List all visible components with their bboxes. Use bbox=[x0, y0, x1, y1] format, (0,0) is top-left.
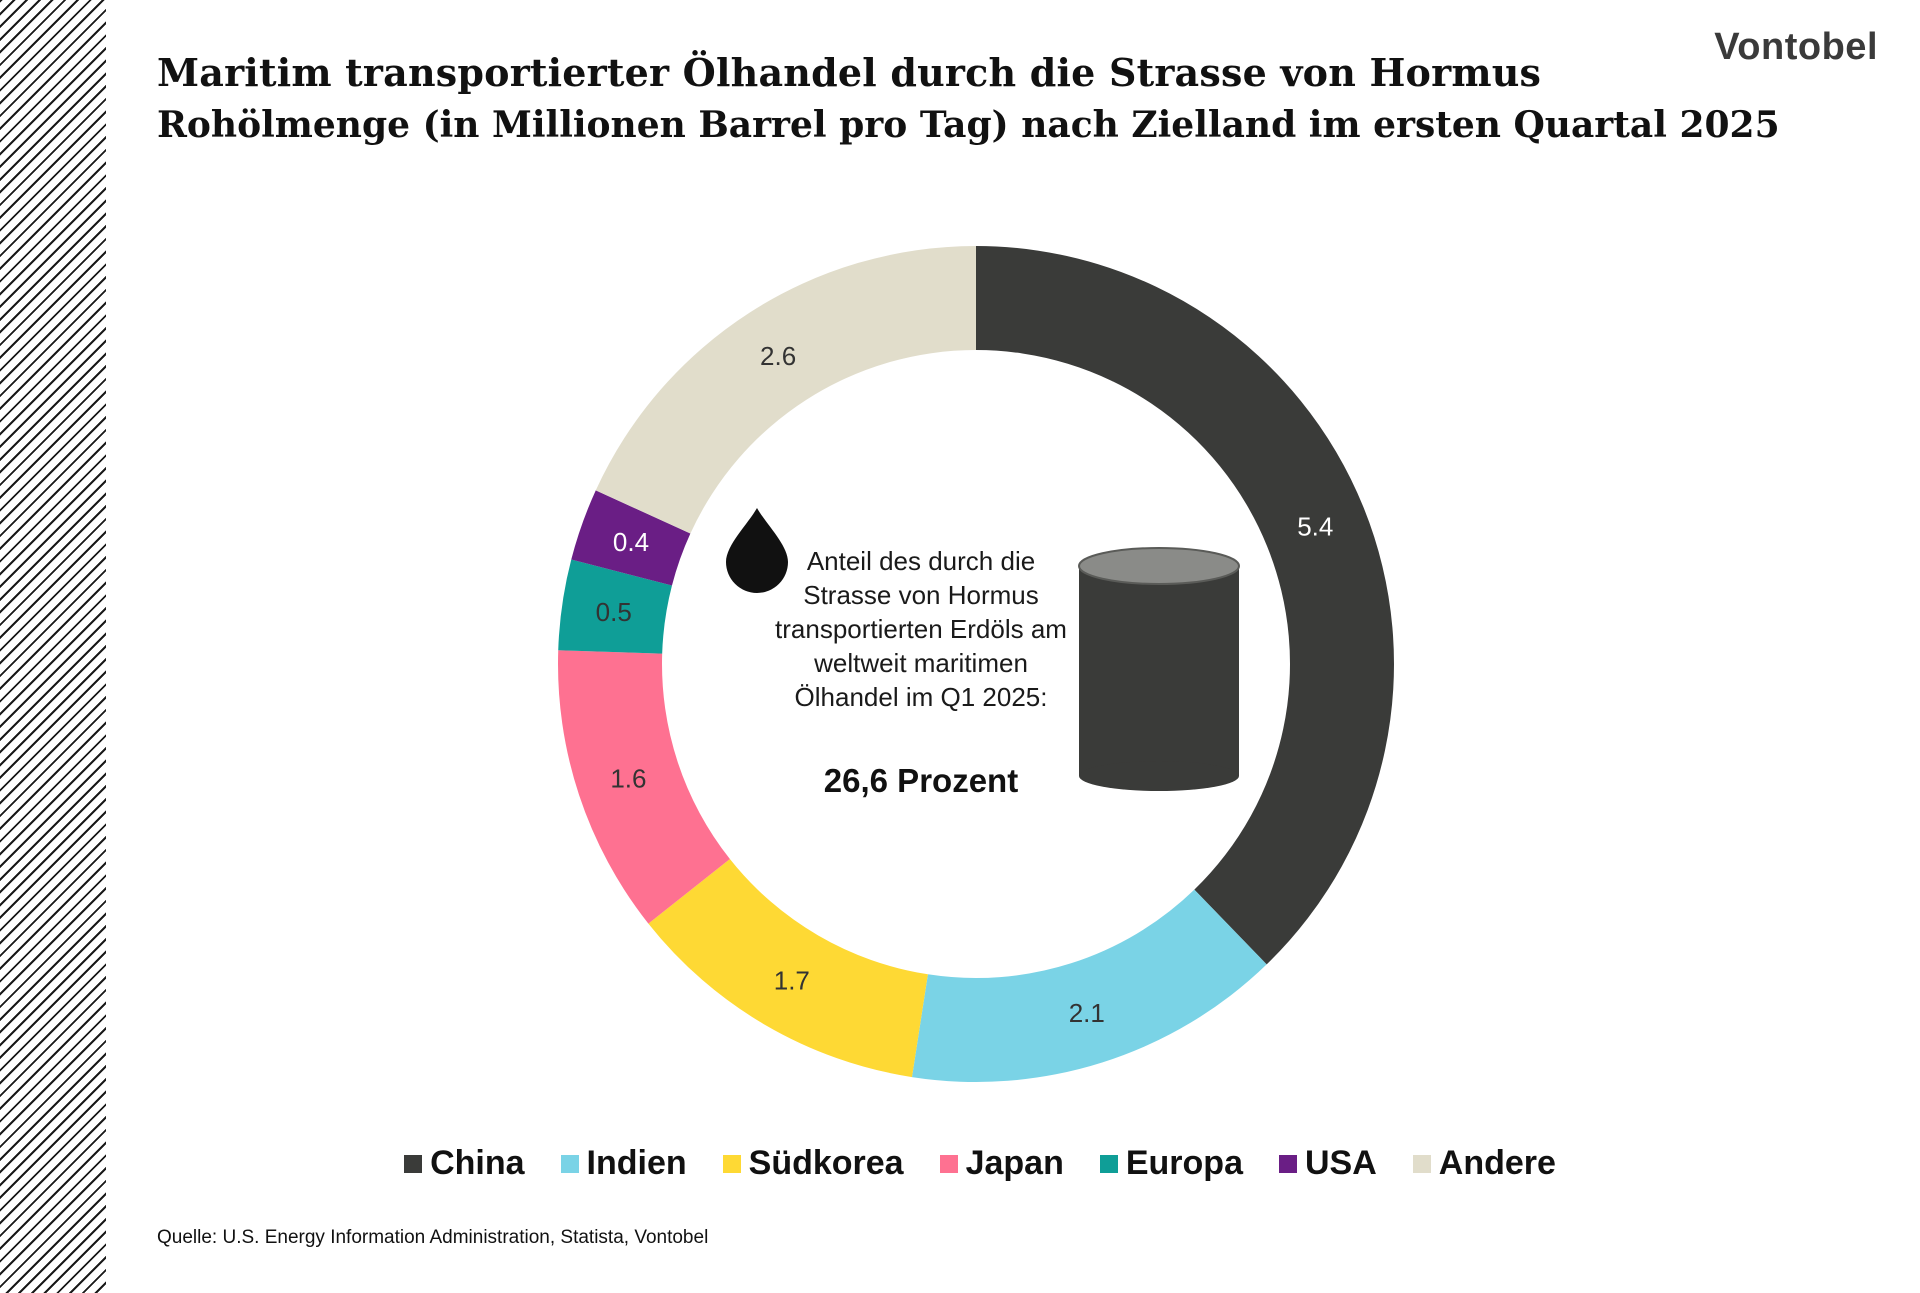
legend-swatch bbox=[722, 1154, 741, 1173]
slice-indien bbox=[911, 889, 1267, 1082]
legend-label: Europa bbox=[1125, 1144, 1243, 1182]
legend-label: Andere bbox=[1438, 1144, 1556, 1182]
legend-item-usa: USA bbox=[1278, 1144, 1377, 1183]
slice-europa bbox=[558, 559, 672, 654]
legend-label: Südkorea bbox=[748, 1144, 904, 1182]
legend-swatch bbox=[939, 1154, 958, 1173]
legend-label: Indien bbox=[586, 1144, 687, 1182]
legend-swatch bbox=[1099, 1154, 1118, 1173]
legend-swatch bbox=[1278, 1154, 1297, 1173]
legend-item-europa: Europa bbox=[1099, 1144, 1243, 1183]
legend-item-andere: Andere bbox=[1412, 1144, 1556, 1183]
donut-value-labels: 5.4 2.1 1.7 1.6 0.5 0.4 2.6 bbox=[596, 341, 1334, 1028]
hatched-side-bar bbox=[0, 0, 106, 1293]
value-label-südkorea: 1.7 bbox=[774, 965, 810, 995]
legend-swatch bbox=[1412, 1154, 1431, 1173]
legend-item-china: China bbox=[404, 1144, 525, 1183]
legend-label: China bbox=[430, 1144, 525, 1182]
value-label-usa: 0.4 bbox=[613, 527, 649, 557]
oil-drop-icon bbox=[726, 508, 788, 593]
oil-barrel-icon bbox=[1078, 547, 1240, 791]
legend-label: Japan bbox=[965, 1144, 1064, 1182]
legend-item-japan: Japan bbox=[939, 1144, 1064, 1183]
legend-swatch bbox=[404, 1154, 423, 1173]
value-label-europa: 0.5 bbox=[596, 597, 632, 627]
slice-südkorea bbox=[648, 859, 928, 1078]
legend-item-indien: Indien bbox=[560, 1144, 687, 1183]
center-description: Anteil des durch die Strasse von Hormus … bbox=[775, 546, 1067, 712]
slice-usa bbox=[571, 490, 691, 586]
slice-japan bbox=[557, 650, 730, 924]
donut-slices bbox=[557, 245, 1394, 1082]
value-label-andere: 2.6 bbox=[760, 341, 796, 371]
legend-item-südkorea: Südkorea bbox=[722, 1144, 904, 1183]
legend-label: USA bbox=[1304, 1144, 1377, 1182]
legend-swatch bbox=[560, 1154, 579, 1173]
value-label-china: 5.4 bbox=[1297, 512, 1333, 542]
value-label-japan: 1.6 bbox=[610, 764, 646, 794]
legend: China Indien Südkorea Japan Europa USA Andere bbox=[0, 1144, 1920, 1183]
slice-andere bbox=[595, 245, 976, 534]
chart-title: Maritim transportierter Ölhandel durch d… bbox=[157, 50, 1542, 95]
value-label-indien: 2.1 bbox=[1069, 998, 1105, 1028]
source-note: Quelle: U.S. Energy Information Administ… bbox=[157, 1227, 709, 1248]
vontobel-logo: Vontobel bbox=[1714, 26, 1878, 68]
chart-subtitle: Rohölmenge (in Millionen Barrel pro Tag)… bbox=[157, 104, 1780, 146]
slice-china bbox=[976, 246, 1394, 965]
center-value: 26,6 Prozent bbox=[823, 762, 1019, 799]
